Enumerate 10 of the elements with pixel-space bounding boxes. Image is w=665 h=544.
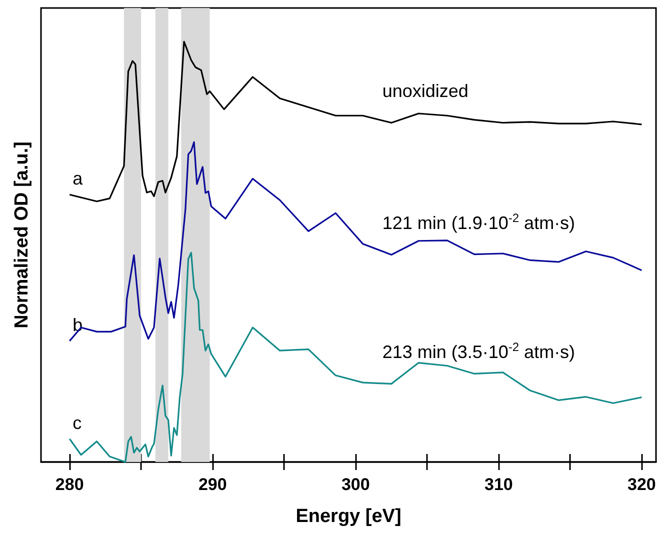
x-tick-label: 280 (55, 475, 84, 494)
x-axis-title: Energy [eV] (296, 506, 402, 527)
x-tick-label: 290 (198, 475, 227, 494)
annotation: unoxidized (382, 80, 468, 101)
y-axis-title: Normalized OD [a.u.] (12, 142, 32, 328)
x-tick-label: 310 (484, 475, 513, 494)
x-tick-label: 300 (341, 475, 370, 494)
series-label: a (72, 168, 84, 189)
x-tick-label: 320 (628, 475, 656, 494)
series-label: c (72, 412, 82, 433)
